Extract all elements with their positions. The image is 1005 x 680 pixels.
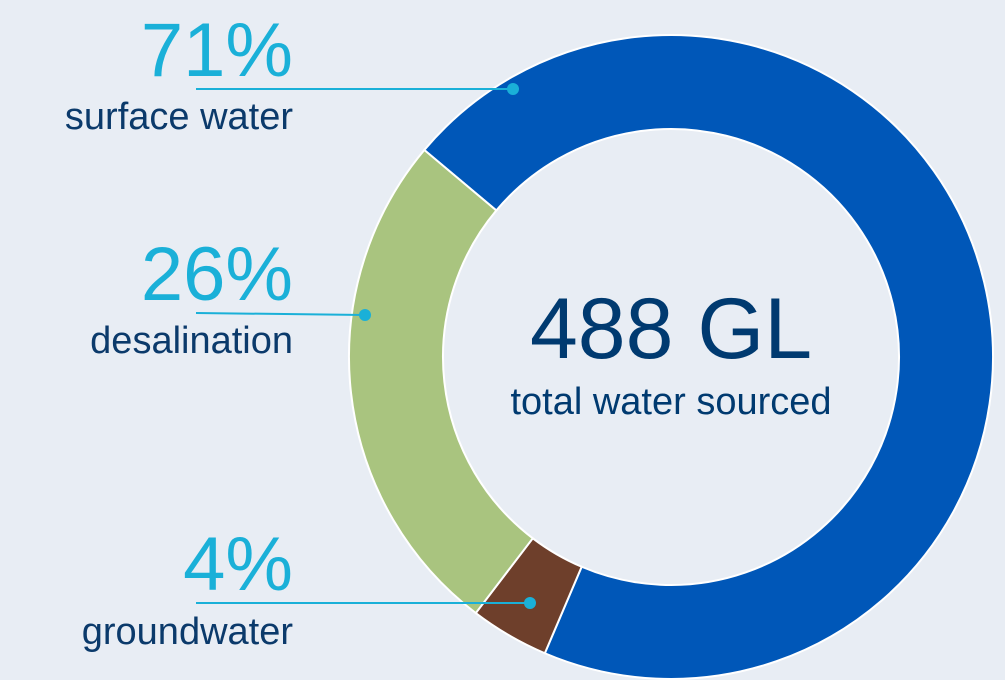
- leader-dot-surface-water: [507, 83, 519, 95]
- slice-desalination: [348, 148, 535, 615]
- category-label-desalination: desalination: [90, 320, 293, 362]
- percent-label-desalination: 26%: [141, 232, 293, 317]
- slice-surface-water: [422, 34, 994, 680]
- leader-dot-desalination: [359, 309, 371, 321]
- donut-slices: [348, 34, 994, 680]
- center-total-label: total water sourced: [510, 381, 831, 423]
- category-label-groundwater: groundwater: [82, 611, 294, 653]
- leader-dot-groundwater: [524, 597, 536, 609]
- category-label-surface-water: surface water: [65, 96, 293, 138]
- leader-lines: [195, 83, 536, 609]
- percent-label-groundwater: 4%: [183, 522, 293, 607]
- leader-line-desalination: [195, 312, 366, 316]
- percent-label-surface-water: 71%: [141, 8, 293, 93]
- center-total-value: 488 GL: [530, 281, 812, 377]
- slice-labels: 71%surface water 4%groundwater 26%desalina…: [65, 8, 293, 653]
